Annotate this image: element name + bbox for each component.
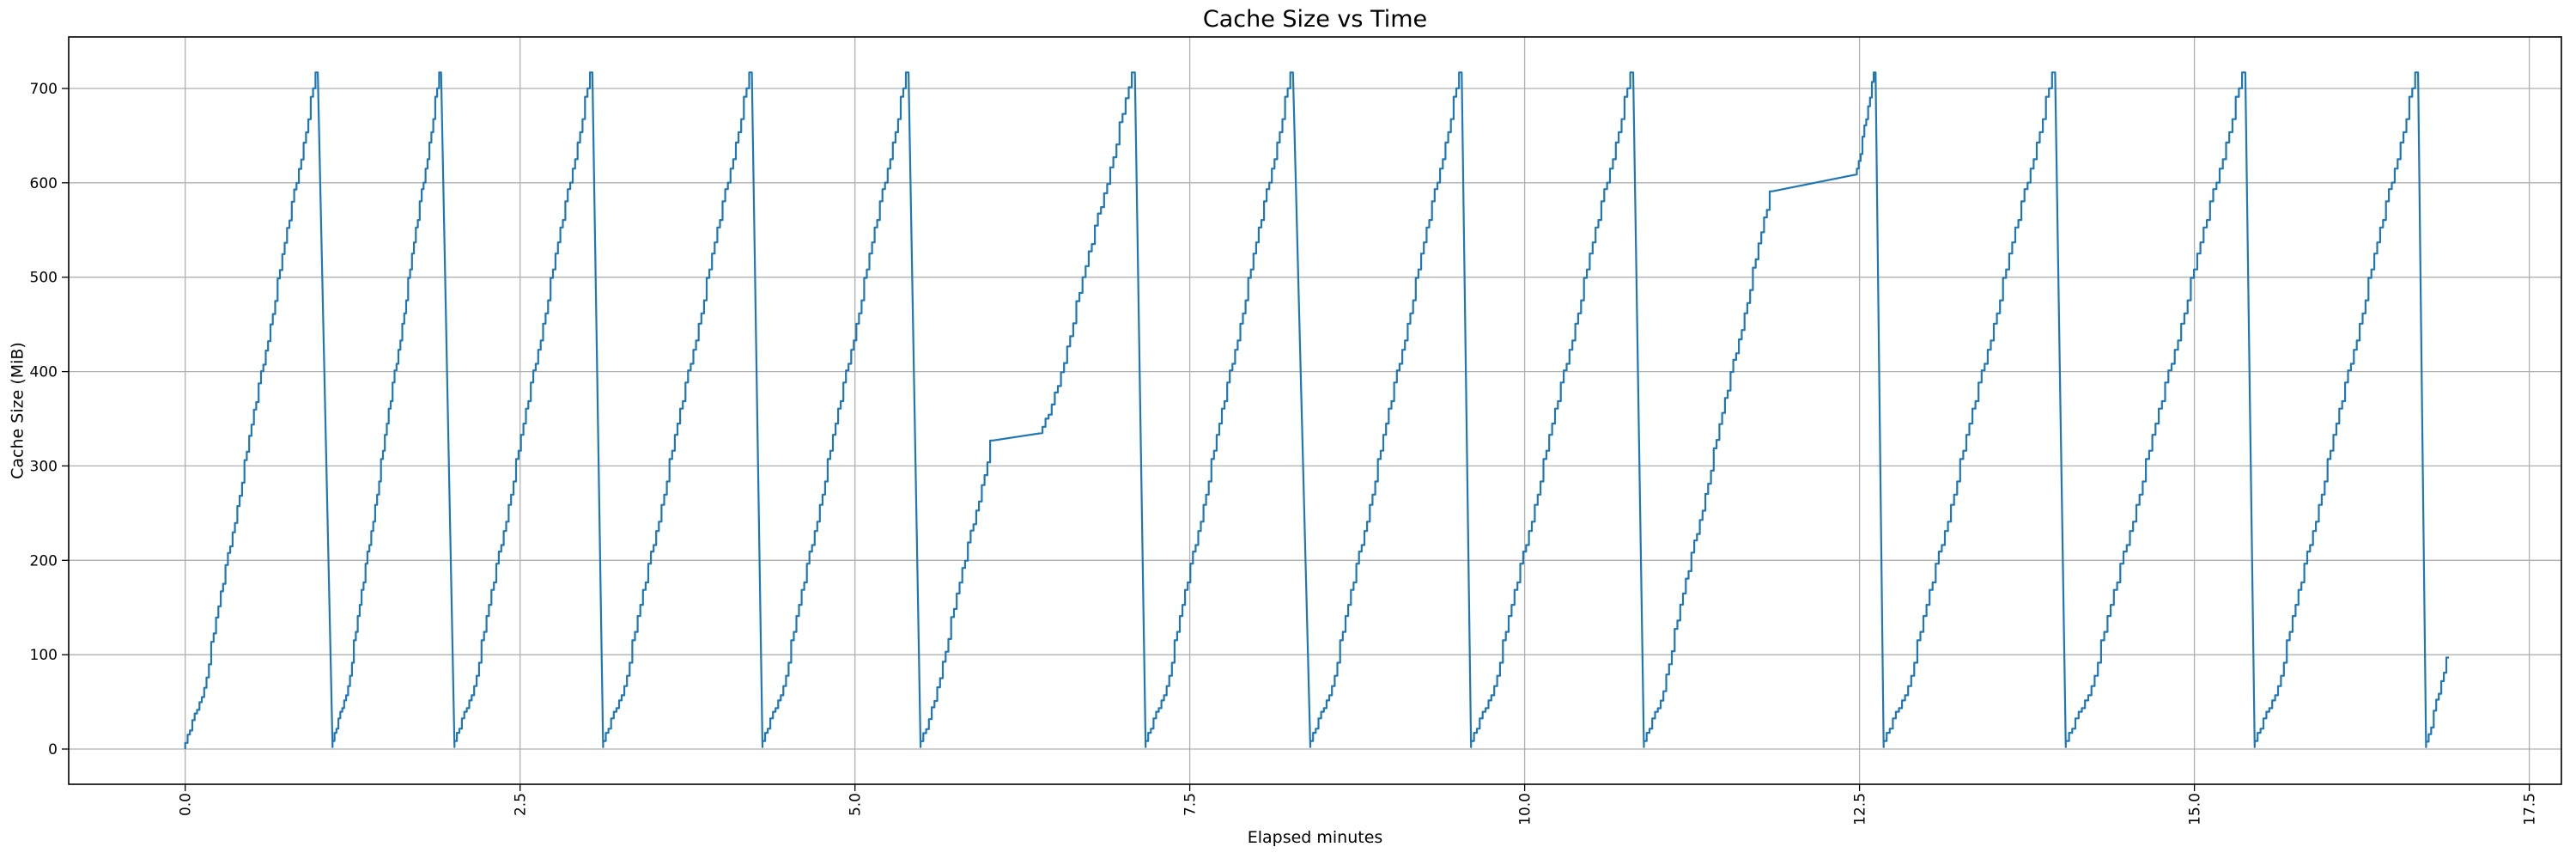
y-tick-label: 300 (30, 458, 58, 475)
y-tick-label: 500 (30, 270, 58, 287)
x-tick-label: 0.0 (178, 793, 195, 816)
y-tick-label: 0 (48, 741, 58, 758)
y-tick-label: 200 (30, 552, 58, 570)
chart-title: Cache Size vs Time (1202, 6, 1428, 33)
x-tick-label: 2.5 (513, 793, 530, 816)
x-tick-label: 15.0 (2187, 793, 2204, 825)
x-tick-label: 7.5 (1182, 793, 1200, 816)
cache-size-line (184, 71, 2449, 749)
x-tick-label: 5.0 (848, 793, 865, 816)
x-tick-label: 12.5 (1852, 793, 1869, 825)
y-tick-label: 600 (30, 175, 58, 192)
x-tick-label: 17.5 (2522, 793, 2539, 825)
y-tick-label: 100 (30, 647, 58, 664)
plot-border (68, 36, 2562, 785)
x-tick-label: 10.0 (1517, 793, 1534, 825)
y-tick-label: 400 (30, 364, 58, 381)
y-axis-label: Cache Size (MiB) (8, 342, 27, 479)
y-tick-label: 700 (30, 81, 58, 98)
x-axis-label: Elapsed minutes (1247, 828, 1383, 847)
